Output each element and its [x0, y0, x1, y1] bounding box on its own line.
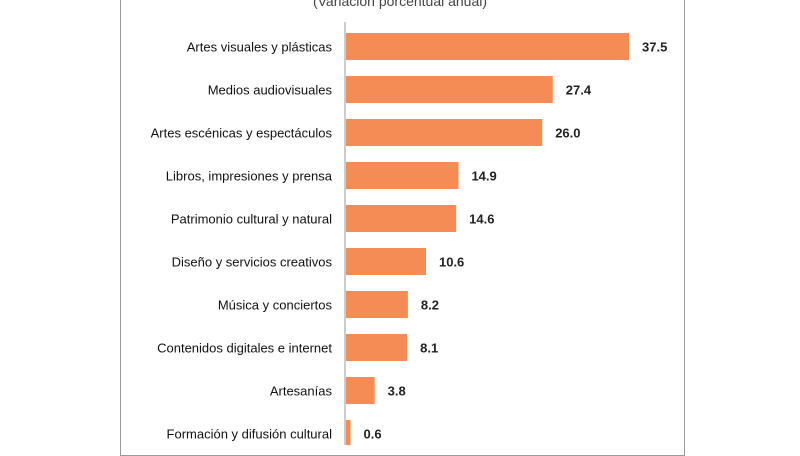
- bar: [346, 119, 543, 146]
- data-label: 0.6: [364, 427, 382, 442]
- data-label: 8.1: [420, 341, 438, 356]
- bar: [346, 162, 459, 189]
- bar-chart: Artes visuales y plásticas 37.5 Medios aud…: [151, 22, 667, 445]
- bar: [346, 334, 408, 361]
- bar: [346, 291, 408, 318]
- category-label: Música y conciertos: [218, 298, 333, 313]
- category-label: Patrimonio cultural y natural: [171, 212, 332, 227]
- category-label: Artes visuales y plásticas: [187, 40, 333, 55]
- data-label: 14.9: [471, 169, 496, 184]
- category-label: Artes escénicas y espectáculos: [151, 126, 333, 141]
- data-label: 27.4: [566, 83, 592, 98]
- category-label: Contenidos digitales e internet: [157, 341, 332, 356]
- bar: [346, 33, 629, 60]
- data-label: 10.6: [439, 255, 464, 270]
- category-label: Medios audiovisuales: [208, 83, 333, 98]
- category-label: Diseño y servicios creativos: [172, 255, 333, 270]
- bar: [346, 205, 457, 232]
- bar: [346, 420, 351, 445]
- data-label: 26.0: [555, 126, 580, 141]
- category-label: Formación y difusión cultural: [167, 427, 333, 442]
- data-label: 14.6: [469, 212, 494, 227]
- bar: [346, 76, 553, 103]
- bar: [346, 377, 375, 404]
- bar: [346, 248, 426, 275]
- category-label: Artesanías: [270, 384, 333, 399]
- category-label: Libros, impresiones y prensa: [166, 169, 333, 184]
- data-label: 3.8: [388, 384, 406, 399]
- data-label: 37.5: [642, 40, 667, 55]
- data-label: 8.2: [421, 298, 439, 313]
- chart-subtitle: (Variación porcentual anual): [312, 0, 488, 9]
